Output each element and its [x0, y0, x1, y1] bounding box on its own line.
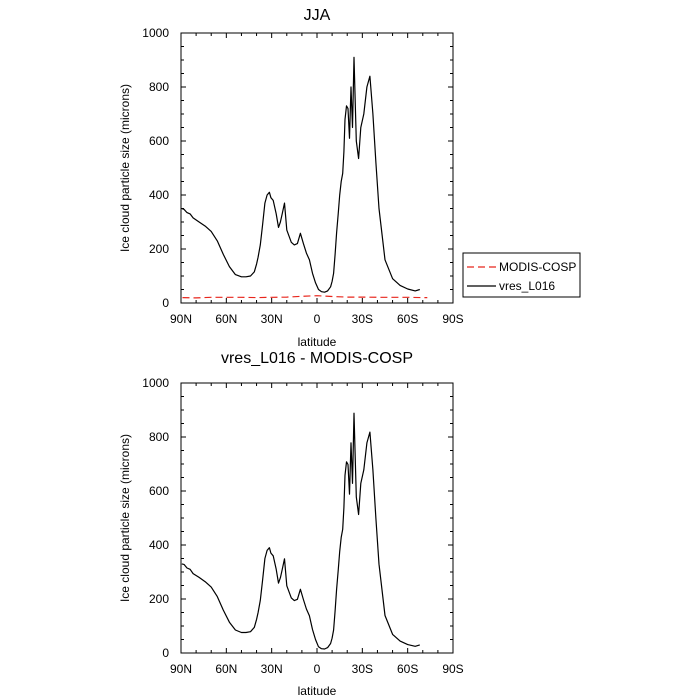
y-tick-label: 1000: [142, 376, 169, 390]
series-group: [181, 56, 428, 299]
y-axis-label: Ice cloud particle size (microns): [118, 434, 132, 602]
series-line-vres-l016: [181, 56, 420, 293]
x-tick-label: 90S: [442, 312, 463, 326]
x-tick-label: 60S: [397, 312, 418, 326]
x-tick-label: 90N: [170, 662, 192, 676]
chart-panel-bottom: vres_L016 - MODIS-COSP 90N 60N 30N 0 30S 60S 9…: [118, 350, 464, 698]
x-tick-label: 30S: [352, 312, 373, 326]
x-tick-label: 0: [314, 312, 321, 326]
y-tick-label: 200: [149, 592, 169, 606]
x-tick-label: 90S: [442, 662, 463, 676]
axis-ticks: 90N 60N 30N 0 30S 60S 90S 0 200 400 600 800 1000: [142, 376, 463, 676]
legend-label-vres-l016: vres_L016: [499, 279, 555, 293]
plot-frame: [180, 382, 454, 654]
chart-title: JJA: [304, 7, 331, 24]
series-line-modis-cosp: [182, 295, 428, 299]
y-tick-label: 200: [149, 242, 169, 256]
y-tick-label: 1000: [142, 26, 169, 40]
y-tick-label: 800: [149, 430, 169, 444]
series-line-difference: [181, 412, 420, 650]
legend-label-modis-cosp: MODIS-COSP: [499, 260, 576, 274]
plot-frame: [180, 32, 454, 304]
legend-box: [462, 252, 581, 298]
legend: MODIS-COSP vres_L016: [462, 252, 581, 298]
chart-title: vres_L016 - MODIS-COSP: [221, 350, 413, 367]
x-tick-label: 0: [314, 662, 321, 676]
x-axis-label: latitude: [298, 684, 337, 698]
y-tick-label: 600: [149, 484, 169, 498]
y-tick-label: 600: [149, 134, 169, 148]
chart-panel-top: JJA 90N 60N 30N 0 30S 60S 90S 0 200 400 600 800 1000…: [118, 7, 581, 349]
y-tick-label: 800: [149, 80, 169, 94]
x-tick-label: 60S: [397, 662, 418, 676]
x-tick-label: 30N: [261, 312, 283, 326]
x-tick-label: 30N: [261, 662, 283, 676]
axis-ticks: 90N 60N 30N 0 30S 60S 90S 0 200 400 600 800 1000: [142, 26, 463, 326]
y-tick-label: 400: [149, 538, 169, 552]
y-tick-label: 0: [162, 646, 169, 660]
y-tick-label: 400: [149, 188, 169, 202]
series-group: [181, 412, 420, 650]
x-tick-label: 90N: [170, 312, 192, 326]
x-axis-label: latitude: [298, 335, 337, 349]
y-tick-label: 0: [162, 296, 169, 310]
y-axis-label: Ice cloud particle size (microns): [118, 84, 132, 252]
x-tick-label: 60N: [215, 662, 237, 676]
x-tick-label: 30S: [352, 662, 373, 676]
x-tick-label: 60N: [215, 312, 237, 326]
